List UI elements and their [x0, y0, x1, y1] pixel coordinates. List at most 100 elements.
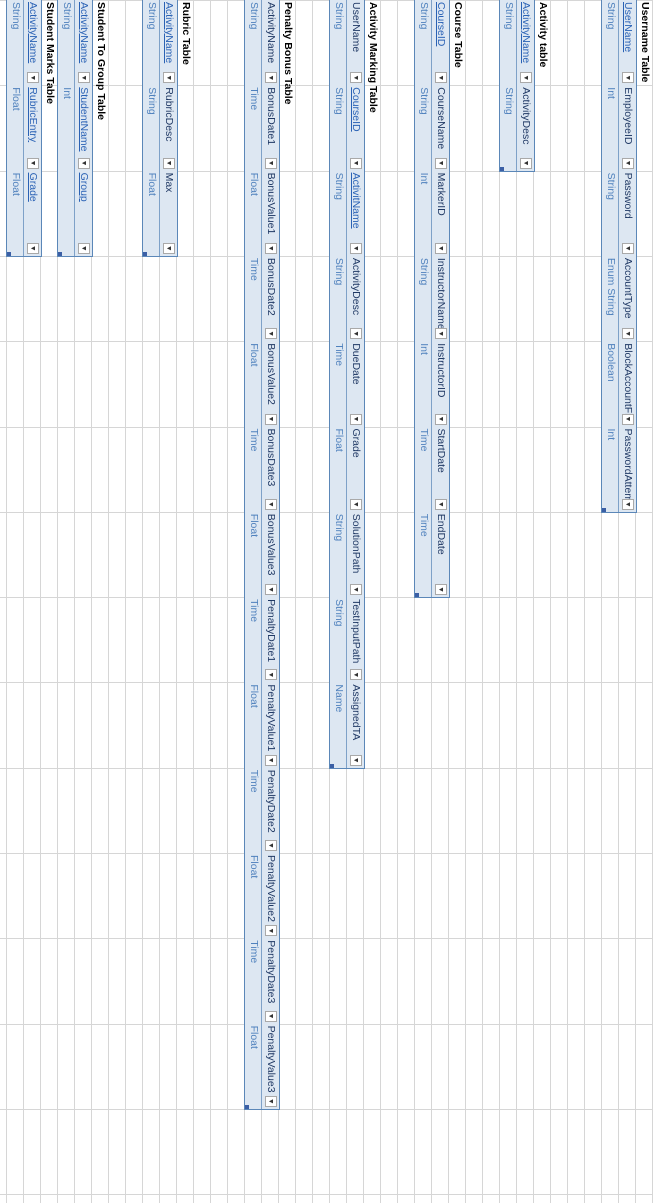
filter-dropdown-icon[interactable]: ▼	[350, 584, 362, 596]
header-cell[interactable]: PenaltyValue2	[265, 855, 277, 922]
header-cell[interactable]: UserName	[350, 2, 362, 53]
header-cell[interactable]: InstructorName	[435, 257, 447, 330]
data-cell[interactable]: Int	[418, 172, 430, 185]
filter-dropdown-icon[interactable]: ▼	[265, 1010, 277, 1022]
data-cell[interactable]: Time	[418, 513, 430, 537]
header-cell[interactable]: RubricEntry	[27, 87, 39, 143]
filter-dropdown-icon[interactable]: ▼	[265, 242, 277, 254]
data-cell[interactable]: Time	[248, 428, 260, 452]
header-cell[interactable]: ActivityDesc	[520, 87, 532, 145]
header-cell[interactable]: Max	[163, 172, 175, 193]
table-resize-handle[interactable]	[500, 166, 504, 171]
filter-dropdown-icon[interactable]: ▼	[622, 157, 634, 169]
filter-dropdown-icon[interactable]: ▼	[265, 157, 277, 169]
filter-dropdown-icon[interactable]: ▼	[265, 328, 277, 340]
data-cell[interactable]: Time	[418, 428, 430, 452]
header-cell[interactable]: ActivityName	[520, 2, 532, 64]
filter-dropdown-icon[interactable]: ▼	[27, 242, 39, 254]
filter-dropdown-icon[interactable]: ▼	[622, 242, 634, 254]
header-cell[interactable]: CourseID	[350, 87, 362, 132]
filter-dropdown-icon[interactable]: ▼	[265, 925, 277, 937]
data-cell[interactable]: String	[605, 172, 617, 201]
data-cell[interactable]	[58, 171, 75, 256]
header-cell[interactable]: BonusDate1	[265, 87, 277, 146]
data-cell[interactable]: Int	[61, 87, 73, 99]
header-cell[interactable]: RubricDesc	[163, 87, 175, 142]
header-cell[interactable]: PenaltyValue1	[265, 684, 277, 752]
data-cell[interactable]: Time	[248, 769, 260, 793]
header-cell[interactable]: SolutionPath	[350, 513, 362, 574]
filter-dropdown-icon[interactable]: ▼	[78, 157, 90, 169]
filter-dropdown-icon[interactable]: ▼	[350, 754, 362, 766]
data-cell[interactable]: Time	[248, 257, 260, 281]
data-cell[interactable]: Float	[333, 428, 345, 452]
data-cell[interactable]: Name	[333, 684, 345, 713]
table-resize-handle[interactable]	[602, 507, 606, 512]
data-cell[interactable]: Time	[333, 343, 345, 367]
filter-dropdown-icon[interactable]: ▼	[27, 157, 39, 169]
data-cell[interactable]: String	[503, 2, 515, 30]
data-cell[interactable]: String	[333, 257, 345, 286]
filter-dropdown-icon[interactable]: ▼	[163, 157, 175, 169]
table-resize-handle[interactable]	[7, 251, 11, 256]
filter-dropdown-icon[interactable]: ▼	[163, 72, 175, 84]
header-cell[interactable]: Group	[78, 172, 90, 202]
data-cell[interactable]: Int	[418, 343, 430, 355]
data-cell[interactable]: Time	[248, 87, 260, 111]
header-cell[interactable]: TestInputPath	[350, 599, 362, 664]
filter-dropdown-icon[interactable]: ▼	[622, 498, 634, 510]
filter-dropdown-icon[interactable]: ▼	[622, 413, 634, 425]
filter-dropdown-icon[interactable]: ▼	[350, 242, 362, 254]
data-cell[interactable]: String	[333, 2, 345, 30]
header-cell[interactable]: Grade	[350, 428, 362, 458]
table-resize-handle[interactable]	[245, 1104, 249, 1109]
header-cell[interactable]: ActivityDesc	[350, 257, 362, 316]
filter-dropdown-icon[interactable]: ▼	[435, 498, 447, 510]
data-cell[interactable]: Float	[248, 172, 260, 196]
filter-dropdown-icon[interactable]: ▼	[163, 242, 175, 254]
filter-dropdown-icon[interactable]: ▼	[265, 413, 277, 425]
data-cell[interactable]: String	[418, 257, 430, 286]
data-cell[interactable]: Float	[10, 172, 22, 196]
header-cell[interactable]: PenaltyDate2	[265, 769, 277, 833]
filter-dropdown-icon[interactable]: ▼	[265, 754, 277, 766]
header-cell[interactable]: BonusDate2	[265, 257, 277, 316]
filter-dropdown-icon[interactable]: ▼	[435, 157, 447, 169]
filter-dropdown-icon[interactable]: ▼	[265, 1095, 277, 1107]
header-cell[interactable]: StudentName	[78, 87, 90, 152]
data-cell[interactable]: Float	[146, 172, 158, 196]
data-cell[interactable]: Float	[248, 684, 260, 708]
header-cell[interactable]: BonusValue2	[265, 343, 277, 405]
data-cell[interactable]: Float	[248, 343, 260, 367]
filter-dropdown-icon[interactable]: ▼	[435, 413, 447, 425]
data-cell[interactable]: Int	[605, 428, 617, 441]
data-cell[interactable]: Float	[248, 855, 260, 879]
header-cell[interactable]: BonusValue1	[265, 172, 277, 235]
filter-dropdown-icon[interactable]: ▼	[265, 840, 277, 851]
filter-dropdown-icon[interactable]: ▼	[350, 498, 362, 510]
filter-dropdown-icon[interactable]: ▼	[435, 328, 447, 340]
data-cell[interactable]: Float	[248, 513, 260, 538]
filter-dropdown-icon[interactable]: ▼	[622, 328, 634, 340]
filter-dropdown-icon[interactable]: ▼	[78, 72, 90, 84]
filter-dropdown-icon[interactable]: ▼	[265, 498, 277, 510]
data-cell[interactable]: String	[418, 87, 430, 115]
header-cell[interactable]: ActivityName	[27, 2, 39, 64]
filter-dropdown-icon[interactable]: ▼	[435, 72, 447, 84]
data-cell[interactable]: String	[333, 172, 345, 201]
table-resize-handle[interactable]	[143, 251, 147, 256]
filter-dropdown-icon[interactable]: ▼	[350, 72, 362, 84]
data-cell[interactable]: String	[333, 513, 345, 542]
header-cell[interactable]: UserName	[622, 2, 634, 53]
table-resize-handle[interactable]	[415, 593, 419, 598]
filter-dropdown-icon[interactable]: ▼	[622, 72, 634, 84]
data-cell[interactable]: String	[333, 87, 345, 115]
filter-dropdown-icon[interactable]: ▼	[265, 72, 277, 84]
header-cell[interactable]: InstructorID	[435, 343, 447, 398]
data-cell[interactable]: Time	[248, 599, 260, 623]
header-cell[interactable]: DueDate	[350, 343, 362, 385]
header-cell[interactable]: ActivityName	[163, 2, 175, 64]
header-cell[interactable]: PasswordAttempts	[622, 428, 634, 500]
filter-dropdown-icon[interactable]: ▼	[520, 72, 532, 84]
